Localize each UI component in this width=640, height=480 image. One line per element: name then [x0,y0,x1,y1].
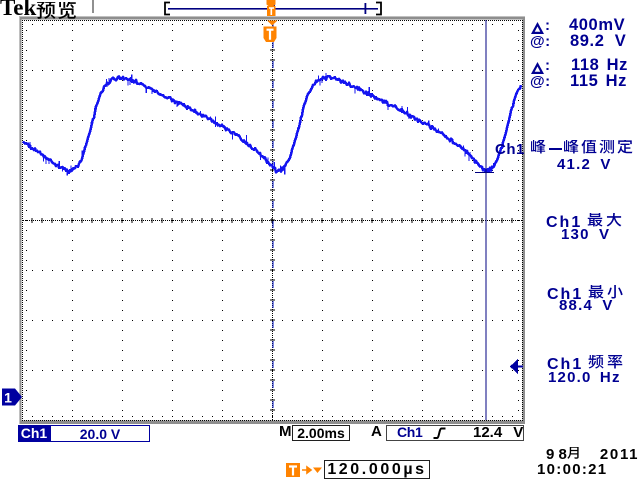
svg-text:1: 1 [4,390,12,406]
